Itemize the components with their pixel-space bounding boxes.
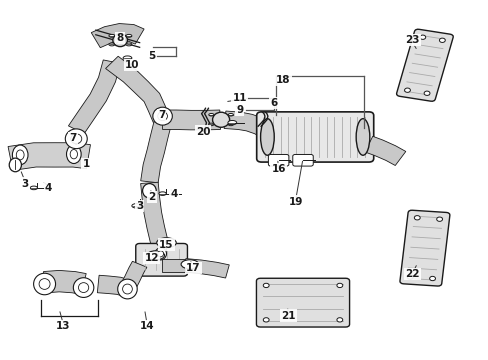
Ellipse shape (73, 278, 94, 297)
FancyBboxPatch shape (292, 154, 313, 166)
Polygon shape (364, 136, 405, 166)
Ellipse shape (126, 35, 132, 37)
Ellipse shape (34, 273, 56, 295)
Ellipse shape (407, 275, 412, 279)
Ellipse shape (70, 149, 77, 159)
Text: 19: 19 (288, 197, 302, 207)
Text: 4: 4 (45, 183, 52, 193)
Ellipse shape (263, 318, 268, 322)
Text: 16: 16 (271, 164, 285, 174)
Ellipse shape (157, 238, 176, 248)
Ellipse shape (153, 107, 172, 125)
Ellipse shape (30, 186, 38, 190)
Ellipse shape (336, 283, 342, 288)
Text: 20: 20 (195, 127, 210, 136)
Ellipse shape (181, 260, 198, 269)
Ellipse shape (260, 119, 274, 155)
Polygon shape (224, 111, 274, 139)
Text: 10: 10 (125, 60, 139, 70)
Text: 6: 6 (269, 98, 277, 108)
Polygon shape (141, 122, 171, 183)
Polygon shape (8, 143, 90, 170)
Ellipse shape (132, 204, 141, 208)
Ellipse shape (208, 113, 213, 116)
Polygon shape (43, 270, 86, 294)
Text: 2: 2 (148, 192, 155, 202)
Ellipse shape (126, 43, 132, 46)
Ellipse shape (78, 283, 88, 293)
Ellipse shape (65, 129, 87, 149)
Ellipse shape (158, 112, 167, 121)
Ellipse shape (109, 35, 115, 37)
Ellipse shape (123, 56, 132, 60)
FancyBboxPatch shape (136, 243, 187, 276)
Ellipse shape (39, 279, 50, 289)
Text: 9: 9 (236, 105, 243, 115)
Ellipse shape (118, 279, 137, 299)
Ellipse shape (154, 248, 166, 260)
Text: 21: 21 (281, 311, 295, 320)
Polygon shape (91, 23, 144, 48)
Text: 13: 13 (56, 321, 70, 331)
Ellipse shape (228, 123, 233, 126)
Ellipse shape (142, 184, 156, 198)
Polygon shape (184, 258, 229, 278)
Text: 11: 11 (232, 93, 246, 103)
Ellipse shape (12, 145, 28, 165)
Ellipse shape (263, 283, 268, 288)
FancyBboxPatch shape (268, 154, 288, 166)
Ellipse shape (16, 150, 24, 160)
Ellipse shape (404, 88, 409, 93)
Polygon shape (105, 56, 170, 122)
Ellipse shape (439, 38, 445, 42)
Ellipse shape (157, 251, 163, 257)
Ellipse shape (122, 284, 132, 294)
Text: 18: 18 (276, 75, 290, 85)
Ellipse shape (147, 251, 164, 260)
Ellipse shape (228, 113, 233, 116)
Ellipse shape (109, 43, 115, 46)
Ellipse shape (227, 121, 236, 125)
Ellipse shape (113, 34, 127, 46)
FancyBboxPatch shape (256, 112, 373, 162)
Ellipse shape (208, 123, 213, 126)
Text: 23: 23 (405, 35, 419, 45)
Text: 15: 15 (159, 239, 173, 249)
FancyBboxPatch shape (256, 278, 349, 327)
Text: 8: 8 (116, 33, 123, 43)
Text: 7: 7 (69, 133, 77, 143)
Ellipse shape (429, 276, 435, 281)
Polygon shape (162, 110, 220, 130)
Ellipse shape (336, 318, 342, 322)
Polygon shape (141, 182, 170, 255)
Ellipse shape (159, 192, 166, 195)
Text: 4: 4 (170, 189, 177, 199)
Polygon shape (161, 258, 184, 272)
Ellipse shape (419, 35, 425, 39)
Text: 7: 7 (158, 111, 165, 121)
Polygon shape (121, 261, 146, 289)
Ellipse shape (9, 158, 21, 172)
Text: 22: 22 (405, 269, 419, 279)
Polygon shape (97, 275, 128, 296)
Text: 5: 5 (148, 51, 155, 61)
Ellipse shape (212, 112, 229, 127)
FancyBboxPatch shape (396, 29, 452, 101)
Ellipse shape (355, 119, 369, 155)
Text: 17: 17 (185, 263, 200, 273)
Ellipse shape (423, 91, 429, 95)
Ellipse shape (436, 217, 442, 221)
Text: 12: 12 (144, 253, 159, 263)
Ellipse shape (71, 134, 81, 144)
Text: 1: 1 (82, 159, 89, 169)
Ellipse shape (413, 216, 419, 220)
Ellipse shape (66, 145, 81, 163)
Text: 3: 3 (136, 201, 143, 211)
Text: 3: 3 (21, 179, 29, 189)
FancyBboxPatch shape (399, 210, 449, 286)
Polygon shape (68, 60, 120, 134)
Text: 14: 14 (140, 321, 154, 331)
